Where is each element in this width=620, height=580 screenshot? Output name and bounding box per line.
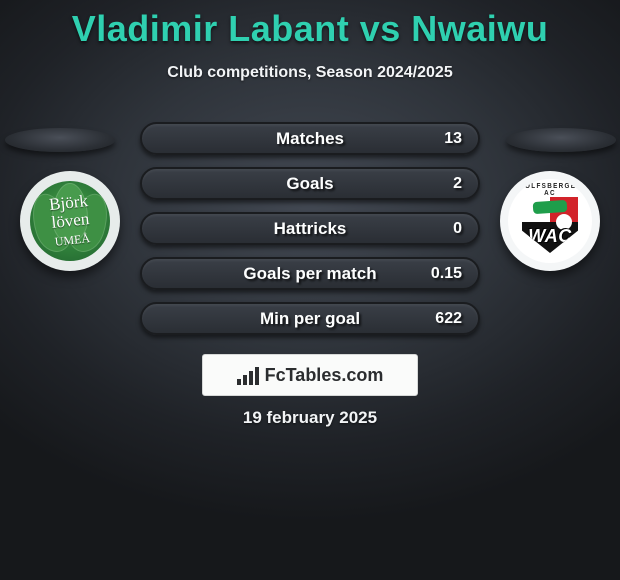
bar-chart-icon: [237, 365, 259, 385]
right-badge-shield-text: WAC: [522, 226, 578, 247]
page-title: Vladimir Labant vs Nwaiwu: [0, 0, 620, 50]
right-badge-crest: WOLFSBERGER AC WAC: [508, 179, 592, 263]
stat-row-goals: Goals 2: [140, 167, 480, 200]
stat-value: 13: [444, 124, 462, 153]
right-club-badge: WOLFSBERGER AC WAC: [500, 171, 600, 271]
stat-label: Hattricks: [142, 214, 478, 243]
stat-value: 0.15: [431, 259, 462, 288]
right-badge-arc-text: WOLFSBERGER AC: [512, 183, 588, 197]
left-badge-line3: UMEÅ: [54, 231, 91, 249]
stat-value: 0: [453, 214, 462, 243]
left-badge-text: Björk löven UMEÅ: [48, 192, 92, 249]
stats-list: Matches 13 Goals 2 Hattricks 0 Goals per…: [140, 122, 480, 335]
brand-text: FcTables.com: [265, 365, 384, 386]
stat-value: 622: [435, 304, 462, 333]
stat-label: Goals per match: [142, 259, 478, 288]
stat-row-goals-per-match: Goals per match 0.15: [140, 257, 480, 290]
left-badge-crest: Björk löven UMEÅ: [30, 181, 110, 261]
subtitle: Club competitions, Season 2024/2025: [0, 64, 620, 82]
date-text: 19 february 2025: [0, 408, 620, 428]
left-club-badge: Björk löven UMEÅ: [20, 171, 120, 271]
right-platform: [506, 128, 616, 152]
stat-label: Matches: [142, 124, 478, 153]
stat-row-hattricks: Hattricks 0: [140, 212, 480, 245]
stat-row-min-per-goal: Min per goal 622: [140, 302, 480, 335]
stat-row-matches: Matches 13: [140, 122, 480, 155]
shield-icon: WAC: [522, 197, 578, 253]
left-platform: [5, 128, 115, 152]
stat-label: Min per goal: [142, 304, 478, 333]
stat-label: Goals: [142, 169, 478, 198]
left-badge-line2: löven: [50, 209, 90, 232]
stat-value: 2: [453, 169, 462, 198]
brand-box[interactable]: FcTables.com: [202, 354, 418, 396]
